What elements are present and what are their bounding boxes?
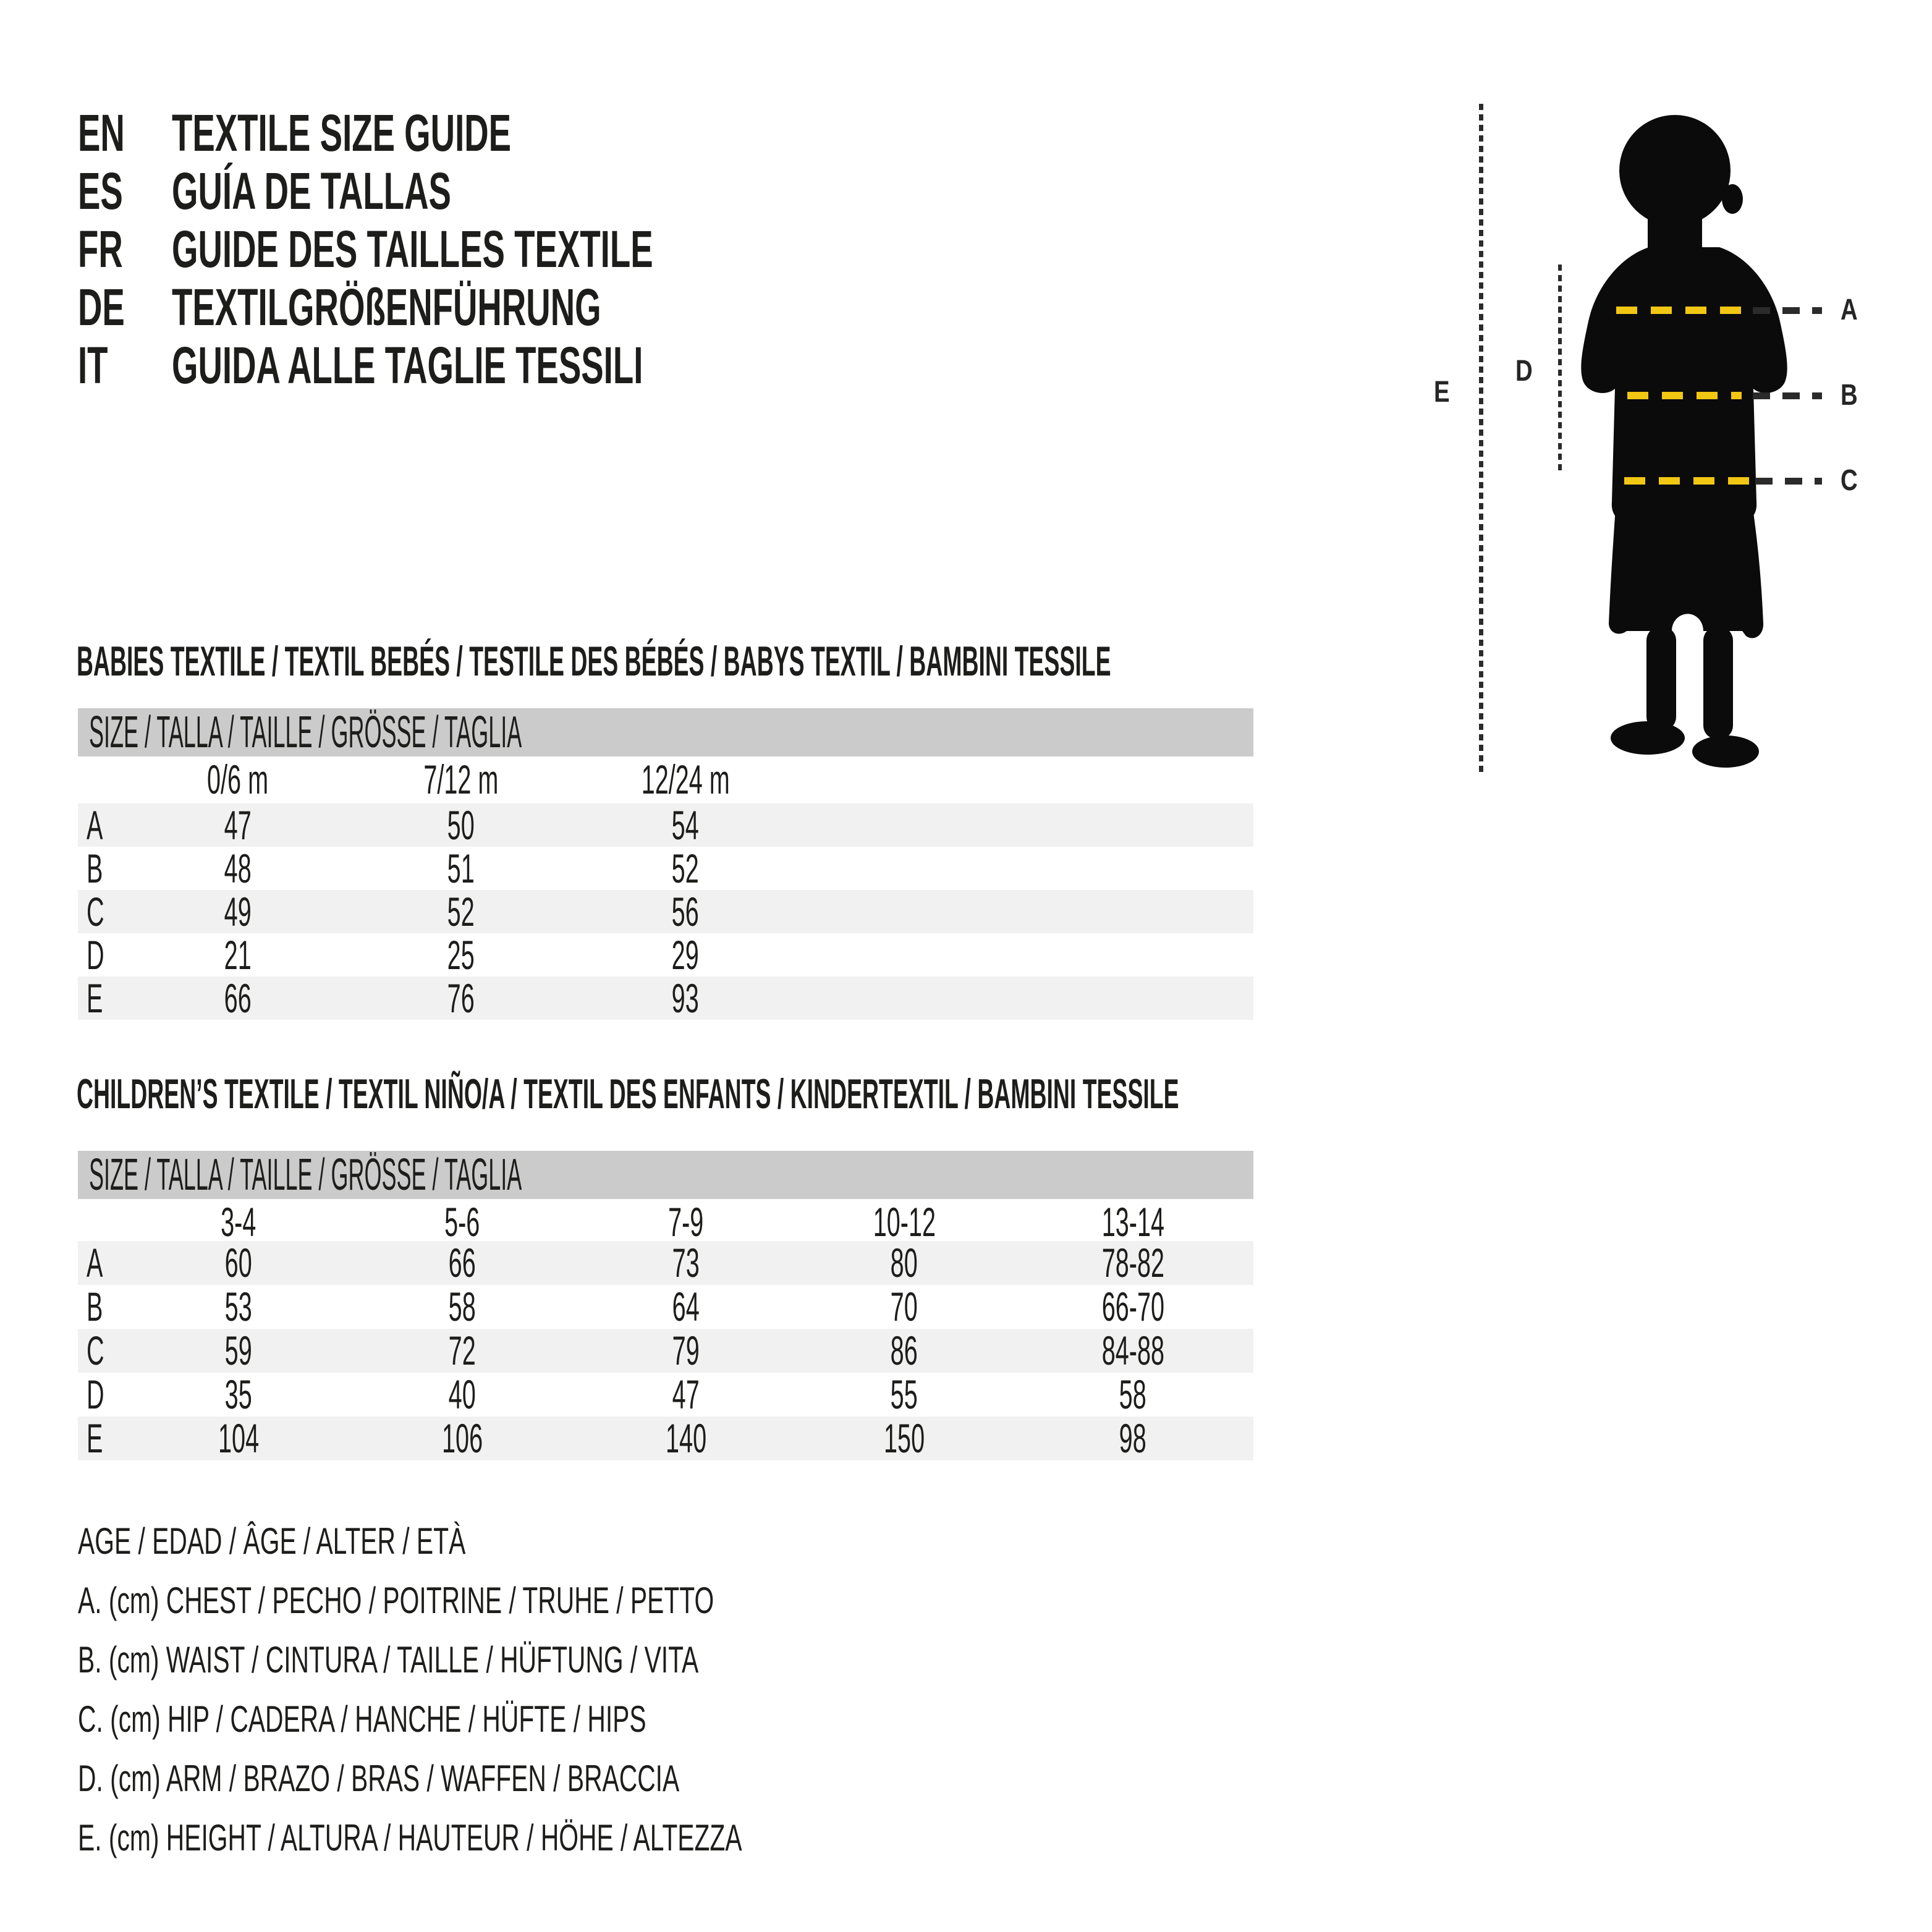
measure-label-a: A — [1841, 294, 1858, 326]
child-silhouette — [1581, 115, 1787, 768]
language-title: GUIDA ALLE TAGLIE TESSILI — [172, 336, 643, 394]
table-row: B 53 58 64 70 66-70 — [87, 1284, 1164, 1329]
babies-size-header-bar: SIZE / TALLA / TAILLE / GRÖSSE / TAGLIA — [78, 708, 1253, 756]
size-header-label: SIZE / TALLA / TAILLE / GRÖSSE / TAGLIA — [89, 708, 522, 757]
waist-measure-dash-yellow — [1627, 392, 1742, 399]
measure-label-d: D — [1515, 355, 1533, 388]
chest-measure-dash-dark — [1753, 307, 1822, 314]
table-row: D 35 40 47 55 58 — [87, 1371, 1147, 1417]
column-header: 7/12 m — [423, 756, 499, 802]
table-row: A 47 50 54 — [78, 803, 1253, 847]
language-code: FR — [78, 220, 123, 278]
measure-label-b: B — [1841, 379, 1858, 412]
waist-measure-dash-dark — [1753, 392, 1822, 399]
legend-age-line: AGE / EDAD / ÂGE / ALTER / ETÀ — [78, 1520, 466, 1562]
measure-label-e: E — [1434, 376, 1450, 409]
babies-size-table: SIZE / TALLA / TAILLE / GRÖSSE / TAGLIA … — [78, 708, 1253, 1020]
table-row: E 104 106 140 150 98 — [78, 1417, 1253, 1460]
arm-measure-line-d — [1558, 265, 1562, 473]
language-title: GUÍA DE TALLAS — [172, 162, 451, 220]
measure-label-c: C — [1841, 464, 1858, 497]
size-header-label: SIZE / TALLA / TAILLE / GRÖSSE / TAGLIA — [89, 1150, 522, 1200]
height-measure-line-e — [1479, 104, 1483, 775]
language-code: DE — [78, 278, 125, 336]
column-header: 3-4 — [221, 1199, 256, 1245]
table-row: D 21 25 29 — [87, 932, 700, 978]
language-code: IT — [78, 336, 108, 394]
table-row: C 59 72 79 86 84-88 — [78, 1329, 1253, 1373]
children-size-header-bar: SIZE / TALLA / TAILLE / GRÖSSE / TAGLIA — [78, 1151, 1253, 1199]
column-header: 5-6 — [444, 1199, 480, 1245]
legend-chest-line: A. (cm) CHEST / PECHO / POITRINE / TRUHE… — [78, 1580, 714, 1621]
hip-measure-dash-dark — [1755, 478, 1822, 485]
column-header: 10-12 — [873, 1199, 936, 1245]
legend-arm-line: D. (cm) ARM / BRAZO / BRAS / WAFFEN / BR… — [78, 1758, 680, 1799]
column-header: 13-14 — [1101, 1199, 1164, 1245]
legend-hip-line: C. (cm) HIP / CADERA / HANCHE / HÜFTE / … — [78, 1698, 646, 1740]
chest-measure-dash-yellow — [1616, 307, 1743, 314]
legend-height-line: E. (cm) HEIGHT / ALTURA / HAUTEUR / HÖHE… — [78, 1817, 742, 1858]
language-title: TEXTILGRÖßENFÜHRUNG — [172, 278, 601, 336]
table-row: C 49 52 56 — [78, 890, 1253, 933]
column-header: 7-9 — [668, 1199, 704, 1245]
language-title: TEXTILE SIZE GUIDE — [172, 104, 512, 162]
column-header: 0/6 m — [207, 756, 269, 802]
table-row: B 48 51 52 — [87, 845, 700, 891]
babies-section-title: BABIES TEXTILE / TEXTIL BEBÉS / TESTILE … — [77, 638, 1111, 685]
hip-measure-dash-yellow — [1624, 477, 1753, 485]
language-code: EN — [78, 104, 125, 162]
language-title: GUIDE DES TAILLES TEXTILE — [172, 220, 653, 278]
children-size-table: SIZE / TALLA / TAILLE / GRÖSSE / TAGLIA … — [78, 1151, 1253, 1504]
column-header: 12/24 m — [641, 756, 730, 802]
table-row: A 60 66 73 80 78-82 — [78, 1241, 1253, 1285]
legend-waist-line: B. (cm) WAIST / CINTURA / TAILLE / HÜFTU… — [78, 1639, 699, 1680]
table-row: E 66 76 93 — [78, 977, 1253, 1020]
children-section-title: CHILDREN’S TEXTILE / TEXTIL NIÑO/A / TEX… — [77, 1070, 1179, 1117]
language-code: ES — [78, 162, 123, 220]
